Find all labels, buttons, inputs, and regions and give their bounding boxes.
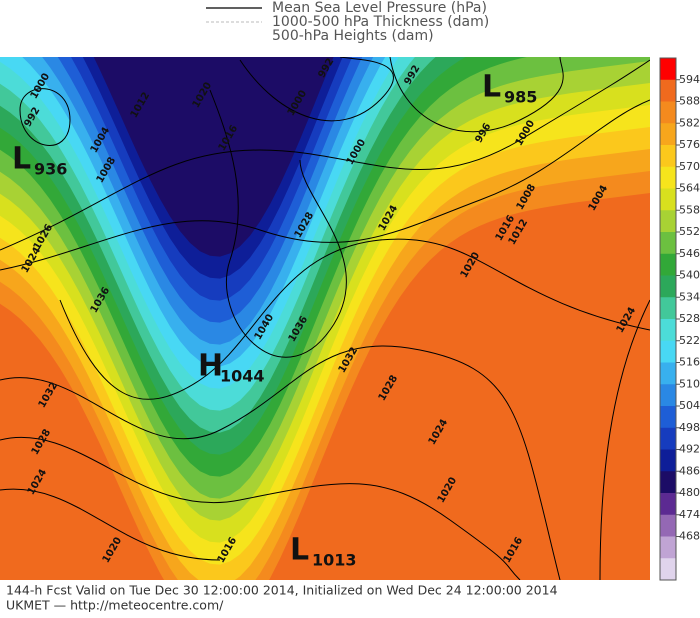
colorbar-label: 522 (679, 334, 700, 347)
map (0, 57, 650, 580)
footer-text: 144-h Fcst Valid on Tue Dec 30 12:00:00 … (6, 583, 558, 598)
colorbar-label: 546 (679, 247, 700, 260)
colorbar-swatch (660, 232, 676, 255)
isobars (0, 57, 650, 580)
pressure-center-value: 1013 (312, 551, 357, 570)
legend-text: Mean Sea Level Pressure (hPa) (272, 0, 487, 16)
isobar (389, 57, 564, 133)
colorbar-swatch (660, 449, 676, 472)
colorbar-swatch (660, 558, 676, 581)
isobar (599, 299, 650, 580)
legend-text: 1000-500 hPa Thickness (dam) (272, 14, 489, 30)
colorbar-label: 516 (679, 356, 700, 369)
colorbar-swatch (660, 384, 676, 407)
colorbar-label: 504 (679, 399, 700, 412)
colorbar-swatch (660, 297, 676, 320)
colorbar-label: 534 (679, 290, 700, 303)
colorbar-swatch (660, 319, 676, 342)
colorbar-label: 498 (679, 421, 700, 434)
pressure-center-letter: L (290, 533, 309, 568)
colorbar-label: 474 (679, 508, 700, 521)
colorbar-label: 510 (679, 377, 700, 390)
pressure-center-letter: L (12, 142, 31, 177)
colorbar: 594 588 582 576 570 564 558 552 546 540 534 528 522 5… (659, 57, 700, 581)
colorbar-swatch (660, 514, 676, 537)
pressure-center-value: 1044 (220, 367, 265, 386)
colorbar-label: 552 (679, 225, 700, 238)
colorbar-swatch (660, 536, 676, 559)
colorbar-label: 558 (679, 203, 700, 216)
isobar (239, 57, 394, 122)
colorbar-swatch (660, 166, 676, 189)
footer-text: UKMET — http://meteocentre.com/ (6, 598, 224, 613)
colorbar-label: 468 (679, 530, 700, 543)
legend: Mean Sea Level Pressure (hPa) 1000-500 h… (206, 0, 489, 44)
colorbar-swatch (660, 123, 676, 146)
colorbar-swatch (660, 471, 676, 494)
colorbar-label: 486 (679, 464, 700, 477)
pressure-center-letter: L (482, 70, 501, 105)
colorbar-swatch (660, 493, 676, 516)
isobar (0, 436, 521, 580)
isobar (0, 59, 650, 251)
colorbar-label: 576 (679, 138, 700, 151)
colorbar-label: 564 (679, 182, 700, 195)
colorbar-swatch (660, 427, 676, 450)
colorbar-label: 588 (679, 95, 700, 108)
colorbar-swatch (660, 253, 676, 276)
isobar (19, 88, 71, 146)
pressure-center-letter: H (198, 349, 223, 384)
colorbar-swatch (660, 145, 676, 168)
isobar (0, 345, 561, 580)
colorbar-swatch (660, 58, 676, 81)
colorbar-label: 480 (679, 486, 700, 499)
colorbar-label: 570 (679, 160, 700, 173)
legend-text: 500-hPa Heights (dam) (272, 28, 434, 44)
isobar (0, 99, 650, 271)
colorbar-swatch (660, 210, 676, 233)
colorbar-label: 528 (679, 312, 700, 325)
colorbar-swatch (660, 101, 676, 124)
colorbar-label: 582 (679, 116, 700, 129)
thickness-band (0, 57, 650, 257)
colorbar-swatch (660, 406, 676, 429)
colorbar-swatch (660, 79, 676, 102)
colorbar-swatch (660, 188, 676, 211)
isobar (0, 488, 221, 561)
pressure-center-value: 936 (34, 160, 67, 179)
colorbar-swatch (660, 340, 676, 363)
colorbar-label: 540 (679, 269, 700, 282)
colorbar-label: 594 (679, 73, 700, 86)
colorbar-label: 492 (679, 443, 700, 456)
isobar (209, 89, 347, 358)
isobar (59, 238, 650, 400)
colorbar-swatch (660, 362, 676, 385)
colorbar-swatch (660, 275, 676, 298)
pressure-center-value: 985 (504, 88, 537, 107)
